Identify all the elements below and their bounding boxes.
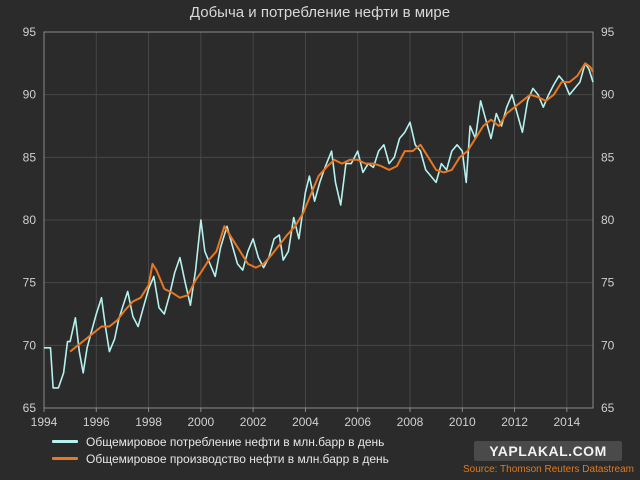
grid bbox=[43, 31, 593, 409]
y-tick-label-right: 95 bbox=[601, 25, 615, 39]
plot-frame bbox=[43, 31, 594, 409]
x-tick-label: 2002 bbox=[240, 415, 267, 429]
y-tick-label-left: 65 bbox=[23, 401, 37, 415]
y-tick-label-left: 95 bbox=[23, 25, 37, 39]
y-tick-label-right: 65 bbox=[601, 401, 615, 415]
series-layer bbox=[44, 62, 594, 389]
legend-entry-consumption: Общемировое потребление нефти в млн.барр… bbox=[52, 433, 389, 450]
source-note: Source: Thomson Reuters Datastream bbox=[462, 464, 634, 475]
legend-swatch-production bbox=[52, 457, 78, 460]
x-tick-label: 1998 bbox=[135, 415, 162, 429]
y-tick-label-right: 70 bbox=[601, 338, 615, 352]
x-tick-label: 1996 bbox=[83, 415, 110, 429]
legend-swatch-consumption bbox=[52, 440, 78, 443]
y-tick-label-left: 75 bbox=[23, 276, 37, 290]
y-axis-left: 65 70 75 80 85 90 95 bbox=[23, 25, 37, 415]
x-tick-label: 2004 bbox=[292, 415, 319, 429]
legend-entry-production: Общемировое производство нефти в млн.бар… bbox=[52, 450, 389, 467]
x-axis: 1994 1996 1998 2000 2002 2004 2006 2008 2010 2012… bbox=[31, 408, 581, 429]
x-tick-label: 1994 bbox=[31, 415, 58, 429]
legend-label-production: Общемировое производство нефти в млн.бар… bbox=[86, 451, 389, 466]
series-line-production bbox=[69, 62, 594, 353]
x-tick-label: 2008 bbox=[397, 415, 424, 429]
legend: Общемировое потребление нефти в млн.барр… bbox=[52, 433, 389, 467]
chart-title: Добыча и потребление нефти в мире bbox=[189, 4, 451, 21]
y-tick-label-left: 70 bbox=[23, 338, 37, 352]
series-line-consumption bbox=[44, 62, 594, 389]
y-tick-label-left: 85 bbox=[23, 150, 37, 164]
y-tick-label-left: 80 bbox=[23, 213, 37, 227]
y-tick-label-right: 80 bbox=[601, 213, 615, 227]
watermark-logo: YAPLAKAL.COM bbox=[474, 441, 622, 461]
y-tick-label-right: 85 bbox=[601, 150, 615, 164]
legend-label-consumption: Общемировое потребление нефти в млн.барр… bbox=[86, 434, 385, 449]
y-axis-right: 65 70 75 80 85 90 95 bbox=[601, 25, 615, 415]
x-tick-label: 2006 bbox=[344, 415, 371, 429]
x-tick-label: 2010 bbox=[449, 415, 476, 429]
x-tick-label: 2000 bbox=[188, 415, 215, 429]
y-tick-label-left: 90 bbox=[23, 88, 37, 102]
y-tick-label-right: 90 bbox=[601, 88, 615, 102]
y-tick-label-right: 75 bbox=[601, 276, 615, 290]
x-tick-label: 2012 bbox=[501, 415, 528, 429]
x-tick-label: 2014 bbox=[554, 415, 581, 429]
